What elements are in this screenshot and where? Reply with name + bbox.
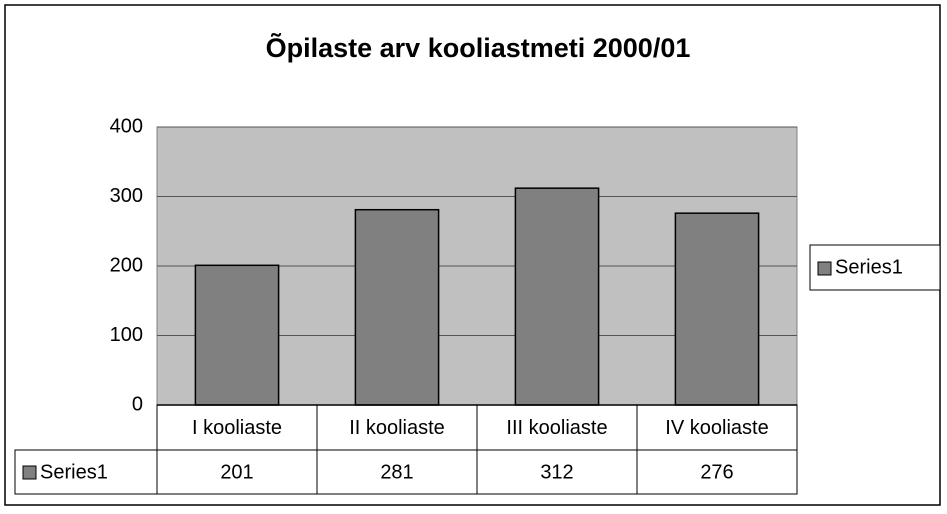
x-tick-label: IV kooliaste: [665, 417, 768, 439]
table-series-name: Series1: [40, 461, 108, 483]
x-tick-label: III kooliaste: [506, 417, 607, 439]
x-tick-label: II kooliaste: [349, 417, 445, 439]
bar: [194, 264, 280, 406]
table-value: 312: [540, 461, 573, 483]
y-tick-label: 100: [110, 324, 143, 346]
y-tick-label: 0: [132, 393, 143, 415]
chart-title: Õpilaste arv kooliastmeti 2000/01: [266, 32, 691, 63]
table-value: 201: [220, 461, 253, 483]
table-value: 276: [700, 461, 733, 483]
y-tick-label: 300: [110, 185, 143, 207]
legend-key: [817, 261, 832, 276]
table-value: 281: [380, 461, 413, 483]
bar: [674, 212, 760, 406]
bar: [514, 187, 600, 406]
legend-box: [809, 244, 941, 291]
bar: [354, 208, 440, 406]
legend-label: Series1: [835, 256, 903, 278]
y-tick-label: 200: [110, 254, 143, 276]
y-tick-label: 400: [110, 115, 143, 137]
table-legend-key: [22, 465, 37, 480]
table-cell: [636, 449, 798, 495]
x-tick-label: I kooliaste: [192, 417, 282, 439]
